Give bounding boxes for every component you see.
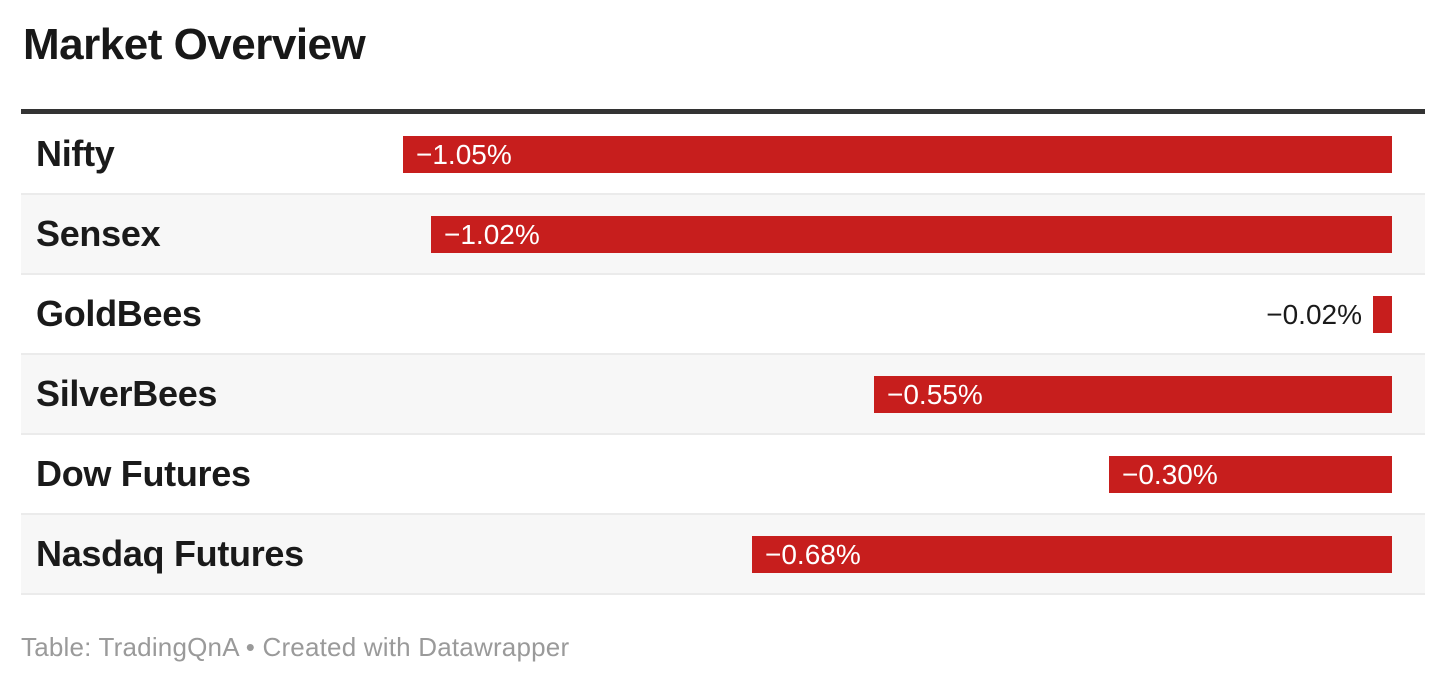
title-divider [21,109,1425,114]
table-row-goldbees: GoldBees −0.02% [21,275,1425,355]
row-label: Nifty [36,133,115,174]
bar-table: Nifty −1.05% Sensex −1.02% GoldBees −0.0… [21,115,1425,595]
bar-nasdaq-futures: −0.68% [752,536,1392,573]
bar-value-label: −0.68% [765,539,861,570]
row-label: GoldBees [36,293,202,334]
footer-credit: Table: TradingQnA • Created with Datawra… [21,632,570,662]
table-row-dow-futures: Dow Futures −0.30% [21,435,1425,515]
table-row-sensex: Sensex −1.02% [21,195,1425,275]
bar-value-label: −1.05% [416,139,512,170]
bar-value-label: −0.02% [1266,299,1362,330]
row-label: Dow Futures [36,453,251,494]
bar-goldbees: −0.02% [1266,296,1392,333]
table-row-nifty: Nifty −1.05% [21,115,1425,195]
bar-value-label: −0.30% [1122,459,1218,490]
row-label: SilverBees [36,373,218,414]
table-row-nasdaq-futures: Nasdaq Futures −0.68% [21,515,1425,595]
bar-dow-futures: −0.30% [1109,456,1392,493]
table-row-silverbees: SilverBees −0.55% [21,355,1425,435]
bar-nifty: −1.05% [403,136,1392,173]
bar-value-label: −1.02% [444,219,540,250]
bar-value-label: −0.55% [887,379,983,410]
row-label: Nasdaq Futures [36,533,304,574]
bar-silverbees: −0.55% [874,376,1392,413]
bar-sensex: −1.02% [431,216,1392,253]
chart-title: Market Overview [23,20,366,69]
row-label: Sensex [36,213,161,254]
